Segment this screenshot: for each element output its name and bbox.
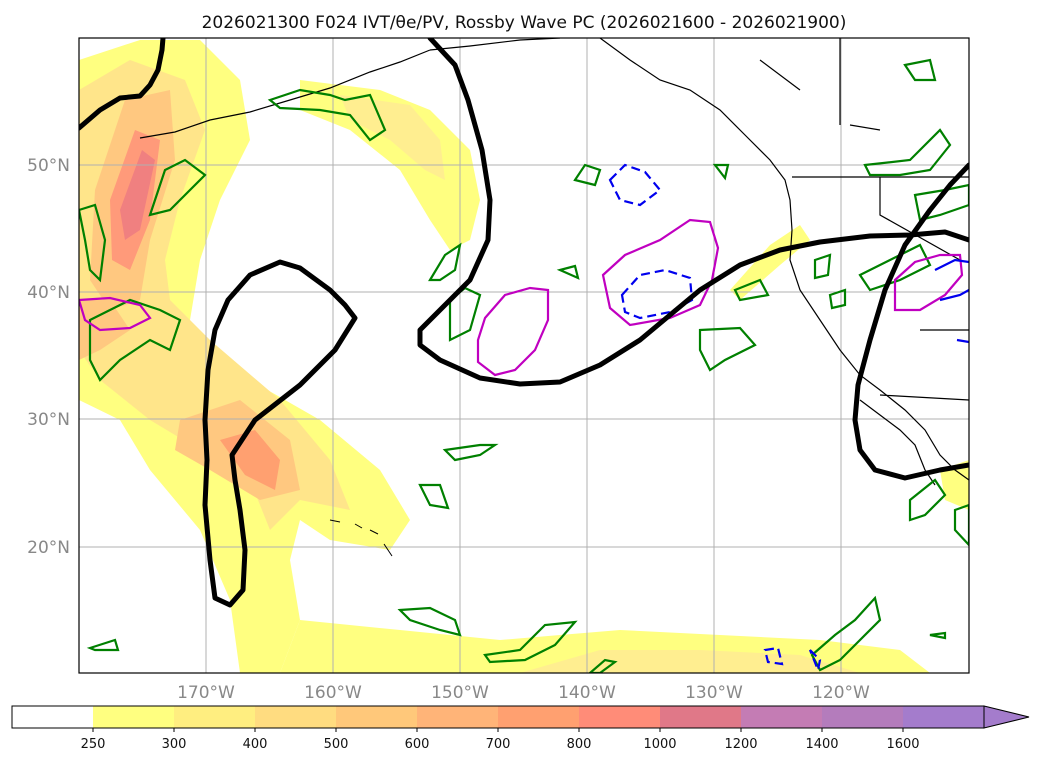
pv-contours-blue-solid bbox=[934, 258, 969, 344]
colorbar-segment bbox=[498, 706, 579, 728]
rossby-wave-contour bbox=[79, 38, 969, 608]
coastlines bbox=[139, 38, 969, 486]
lat-label: 20°N bbox=[27, 538, 70, 558]
lat-label: 50°N bbox=[27, 156, 70, 176]
colorbar-tick-label: 1200 bbox=[724, 737, 757, 752]
map-frame bbox=[78, 37, 970, 674]
colorbar-tick-label: 300 bbox=[162, 737, 187, 752]
colorbar: 250 300 400 500 600 700 800 1000 1200 1400 1600 bbox=[11, 705, 1030, 752]
lat-label: 40°N bbox=[27, 283, 70, 303]
colorbar-segment bbox=[741, 706, 822, 728]
lat-label: 30°N bbox=[27, 410, 70, 430]
ivt-coast-band bbox=[730, 225, 810, 300]
colorbar-tick-label: 800 bbox=[567, 737, 592, 752]
colorbar-tick-label: 700 bbox=[486, 737, 511, 752]
colorbar-extend-arrow bbox=[983, 705, 1030, 729]
ivt-plume-north bbox=[300, 80, 480, 250]
colorbar-segment bbox=[903, 706, 984, 728]
ivt-south-band-core bbox=[520, 650, 860, 673]
pv-contours-blue bbox=[608, 163, 822, 673]
lon-label: 170°W bbox=[177, 683, 235, 703]
latitude-labels: 50°N 40°N 30°N 20°N bbox=[27, 156, 70, 558]
colorbar-segment bbox=[417, 706, 498, 728]
lon-label: 120°W bbox=[812, 683, 870, 703]
colorbar-segment bbox=[336, 706, 417, 728]
colorbar-segment bbox=[255, 706, 336, 728]
pv-contours-magenta bbox=[79, 218, 964, 377]
pv-contours-green bbox=[79, 58, 969, 673]
lon-label: 140°W bbox=[558, 683, 616, 703]
hawaii-islands bbox=[329, 519, 393, 557]
ivt-plume-north-core bbox=[340, 95, 445, 180]
lon-label: 150°W bbox=[431, 683, 489, 703]
colorbar-segment bbox=[174, 706, 255, 728]
longitude-labels: 170°W 160°W 150°W 140°W 130°W 120°W bbox=[177, 683, 870, 703]
colorbar-segment bbox=[579, 706, 660, 728]
lon-label: 130°W bbox=[685, 683, 743, 703]
colorbar-tick-label: 400 bbox=[243, 737, 268, 752]
colorbar-segment bbox=[660, 706, 741, 728]
colorbar-segment bbox=[93, 706, 174, 728]
map-title: 2026021300 F024 IVT/θe/PV, Rossby Wave P… bbox=[202, 13, 847, 33]
lon-label: 160°W bbox=[304, 683, 362, 703]
graticule bbox=[79, 38, 969, 673]
map-panel bbox=[78, 37, 970, 674]
colorbar-tick-label: 1600 bbox=[886, 737, 919, 752]
colorbar-tick-label: 250 bbox=[81, 737, 106, 752]
colorbar-tick-label: 1000 bbox=[643, 737, 676, 752]
colorbar-tick-label: 500 bbox=[324, 737, 349, 752]
ivt-southeast bbox=[940, 460, 969, 510]
colorbar-segment bbox=[822, 706, 903, 728]
colorbar-segment bbox=[12, 706, 93, 728]
colorbar-tick-label: 600 bbox=[405, 737, 430, 752]
colorbar-tick-label: 1400 bbox=[805, 737, 838, 752]
